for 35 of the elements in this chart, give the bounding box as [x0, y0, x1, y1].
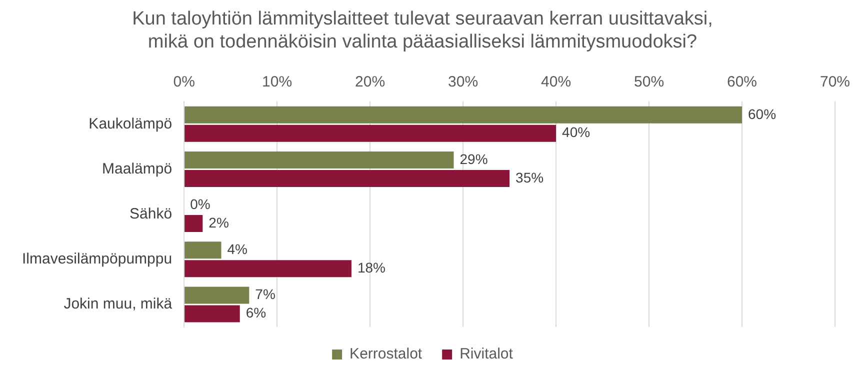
bar — [184, 260, 352, 278]
data-label: 18% — [357, 259, 386, 276]
data-label: 29% — [460, 150, 488, 167]
x-tick-label: 60% — [726, 74, 758, 91]
legend-label: Kerrostalot — [350, 346, 423, 363]
x-tick-label: 10% — [262, 74, 292, 91]
y-tick-label: Sähkö — [130, 205, 172, 222]
legend-label: Rivitalot — [460, 346, 514, 363]
y-tick-label: Ilmavesilämpöpumppu — [22, 250, 172, 268]
bar — [184, 170, 510, 187]
data-label: 7% — [255, 286, 276, 302]
data-label: 4% — [227, 241, 248, 257]
bar — [184, 151, 454, 168]
bar — [184, 124, 556, 142]
x-tick-label: 70% — [820, 74, 850, 91]
data-label: 2% — [208, 214, 229, 230]
bar — [184, 215, 203, 232]
data-label: 0% — [190, 196, 210, 212]
bar — [184, 305, 240, 322]
data-label: 35% — [516, 169, 544, 186]
data-label: 6% — [246, 304, 266, 321]
bar — [184, 106, 742, 124]
chart-title: Kun taloyhtiön lämmityslaitteet tulevat seuraavan kerran uusittavaksi, mikä on todennäköisin valinta pääasialliseksi lämmitysmuodoksi? — [132, 8, 713, 52]
x-tick-label: 40% — [541, 74, 572, 91]
x-tick-label: 0% — [173, 74, 195, 91]
x-tick-label: 20% — [355, 74, 386, 91]
y-tick-label: Maalämpö — [102, 160, 172, 178]
bar — [184, 286, 250, 304]
y-tick-label: Kaukolämpö — [88, 115, 172, 132]
x-tick-label: 30% — [448, 74, 478, 91]
data-label: 40% — [562, 124, 590, 140]
x-tick-label: 50% — [634, 74, 664, 91]
data-label: 60% — [748, 106, 776, 122]
bar — [184, 242, 222, 259]
y-tick-label: Jokin muu, mikä — [64, 296, 173, 313]
